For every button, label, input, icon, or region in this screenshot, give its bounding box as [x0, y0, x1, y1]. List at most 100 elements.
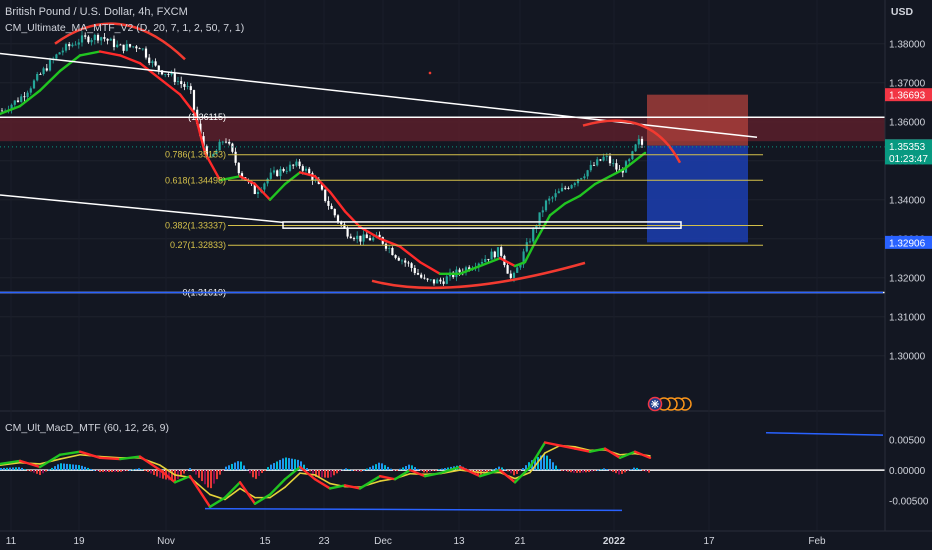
candle-body: [512, 272, 516, 278]
price-label-tag[interactable]: [885, 235, 932, 249]
macd-histogram-bar: [339, 470, 341, 472]
macd-histogram-bar: [300, 461, 302, 471]
macd-histogram-bar: [246, 469, 248, 471]
time-tick-label: 17: [703, 536, 715, 547]
candle-body: [580, 178, 583, 180]
macd-histogram-bar: [597, 469, 599, 471]
candle-body: [340, 221, 343, 225]
resistance-zone[interactable]: [0, 117, 885, 142]
top-arc-drawing[interactable]: [54, 22, 186, 61]
macd-signal-segment: [99, 455, 121, 459]
event-flags-icon[interactable]: [647, 396, 692, 412]
macd-histogram-bar: [567, 470, 569, 472]
macd-histogram-bar: [24, 469, 26, 471]
macd-histogram-bar: [192, 470, 194, 472]
candle-body: [183, 83, 186, 87]
candle-body: [324, 189, 327, 201]
macd-histogram-bar: [525, 465, 527, 471]
macd-histogram-bar: [447, 467, 449, 471]
macd-upper-trendline[interactable]: [765, 431, 884, 436]
macd-signal-segment: [544, 444, 561, 454]
symbol-title[interactable]: British Pound / U.S. Dollar, 4h, FXCM: [5, 6, 188, 18]
macd-signal-segment: [59, 453, 81, 460]
macd-histogram-bar: [336, 470, 338, 474]
horizontal-box[interactable]: [282, 221, 682, 229]
macd-histogram-bar: [90, 468, 92, 471]
candle-body: [352, 238, 356, 240]
ma-line-segment: [533, 214, 552, 244]
candle-body: [330, 205, 333, 210]
ma-line-segment: [298, 171, 317, 178]
right-arc-drawing[interactable]: [582, 119, 682, 164]
time-axis[interactable]: 11 19 Nov 15 23 Dec 13 21 2022 17 Feb: [0, 530, 932, 547]
price-pane[interactable]: [0, 31, 647, 286]
price-axis[interactable]: 1.380001.370001.360001.350001.340001.330…: [884, 0, 932, 531]
macd-histogram-bar: [429, 470, 431, 472]
macd-histogram-bar: [615, 470, 617, 474]
macd-histogram-bar: [81, 465, 83, 471]
macd-histogram-bar: [639, 469, 641, 471]
macd-histogram-bar: [315, 470, 317, 477]
macd-line-segment: [513, 465, 532, 484]
drawings-layer[interactable]: (1.36115) 0.786(1.35153) 0.618(1.34498) 0.3…: [0, 22, 885, 512]
candle-body: [164, 74, 167, 75]
macd-histogram-bar: [516, 470, 518, 474]
lower-trendline[interactable]: [0, 194, 284, 224]
macd-histogram-bar: [126, 470, 128, 471]
macd-pane[interactable]: [0, 441, 885, 509]
candle-body: [480, 261, 484, 264]
candle-body: [544, 200, 548, 211]
price-label-tag[interactable]: [885, 139, 932, 153]
candle-body: [346, 228, 349, 237]
currency-button[interactable]: USD: [891, 6, 914, 18]
macd-histogram-bar: [333, 470, 335, 476]
macd-histogram-bar: [276, 461, 278, 471]
ma-indicator-legend[interactable]: CM_Ultimate_MA_MTF_V2 (D, 20, 7, 1, 2, 5…: [5, 22, 244, 34]
take-profit-zone[interactable]: [647, 145, 748, 243]
stop-loss-zone[interactable]: [647, 94, 748, 146]
macd-histogram-bar: [129, 470, 131, 471]
bottom-arc-drawing[interactable]: [371, 261, 586, 290]
macd-histogram-bar: [612, 470, 614, 472]
candle-body: [567, 188, 570, 189]
macd-histogram-bar: [354, 470, 356, 471]
candle-body: [285, 170, 288, 172]
candle-body: [128, 44, 132, 47]
macd-histogram-bar: [243, 465, 245, 471]
ma-line-segment: [513, 260, 527, 268]
macd-histogram-bar: [432, 470, 434, 471]
ma-line-segment: [193, 112, 207, 155]
macd-histogram-bar: [606, 469, 608, 471]
price-label-tag[interactable]: [885, 151, 932, 165]
candle-body: [61, 50, 64, 53]
candle-body: [106, 38, 109, 41]
macd-histogram-bar: [570, 470, 572, 473]
macd-histogram-bar: [501, 467, 503, 471]
price-label-tag[interactable]: [885, 88, 932, 102]
macd-histogram-bar: [195, 470, 197, 475]
macd-histogram-bar: [582, 470, 584, 473]
ma-line-segment: [328, 190, 347, 213]
price-label-text: 1.32906: [889, 238, 926, 249]
macd-histogram-bar: [426, 470, 428, 473]
macd-indicator-legend[interactable]: CM_Ult_MacD_MTF (60, 12, 26, 9): [5, 422, 169, 434]
macd-lower-trendline[interactable]: [204, 507, 623, 512]
ma-line-segment: [78, 50, 102, 57]
macd-line-segment: [58, 450, 82, 456]
macd-line-segment: [458, 465, 482, 478]
macd-histogram-bar: [18, 467, 20, 471]
candle-body: [528, 241, 532, 243]
ma-line-segment: [458, 264, 482, 275]
ma-line-segment: [548, 202, 567, 217]
candle-body: [464, 267, 468, 273]
ma-line-segment: [98, 50, 122, 57]
macd-histogram-bar: [96, 470, 98, 471]
candle-body: [212, 154, 215, 157]
macd-line-segment: [188, 474, 212, 509]
macd-histogram-bar: [48, 469, 50, 471]
macd-histogram-bar: [564, 470, 566, 472]
candle-body: [36, 74, 39, 81]
candle-body: [596, 159, 599, 166]
macd-histogram-bar: [111, 470, 113, 473]
